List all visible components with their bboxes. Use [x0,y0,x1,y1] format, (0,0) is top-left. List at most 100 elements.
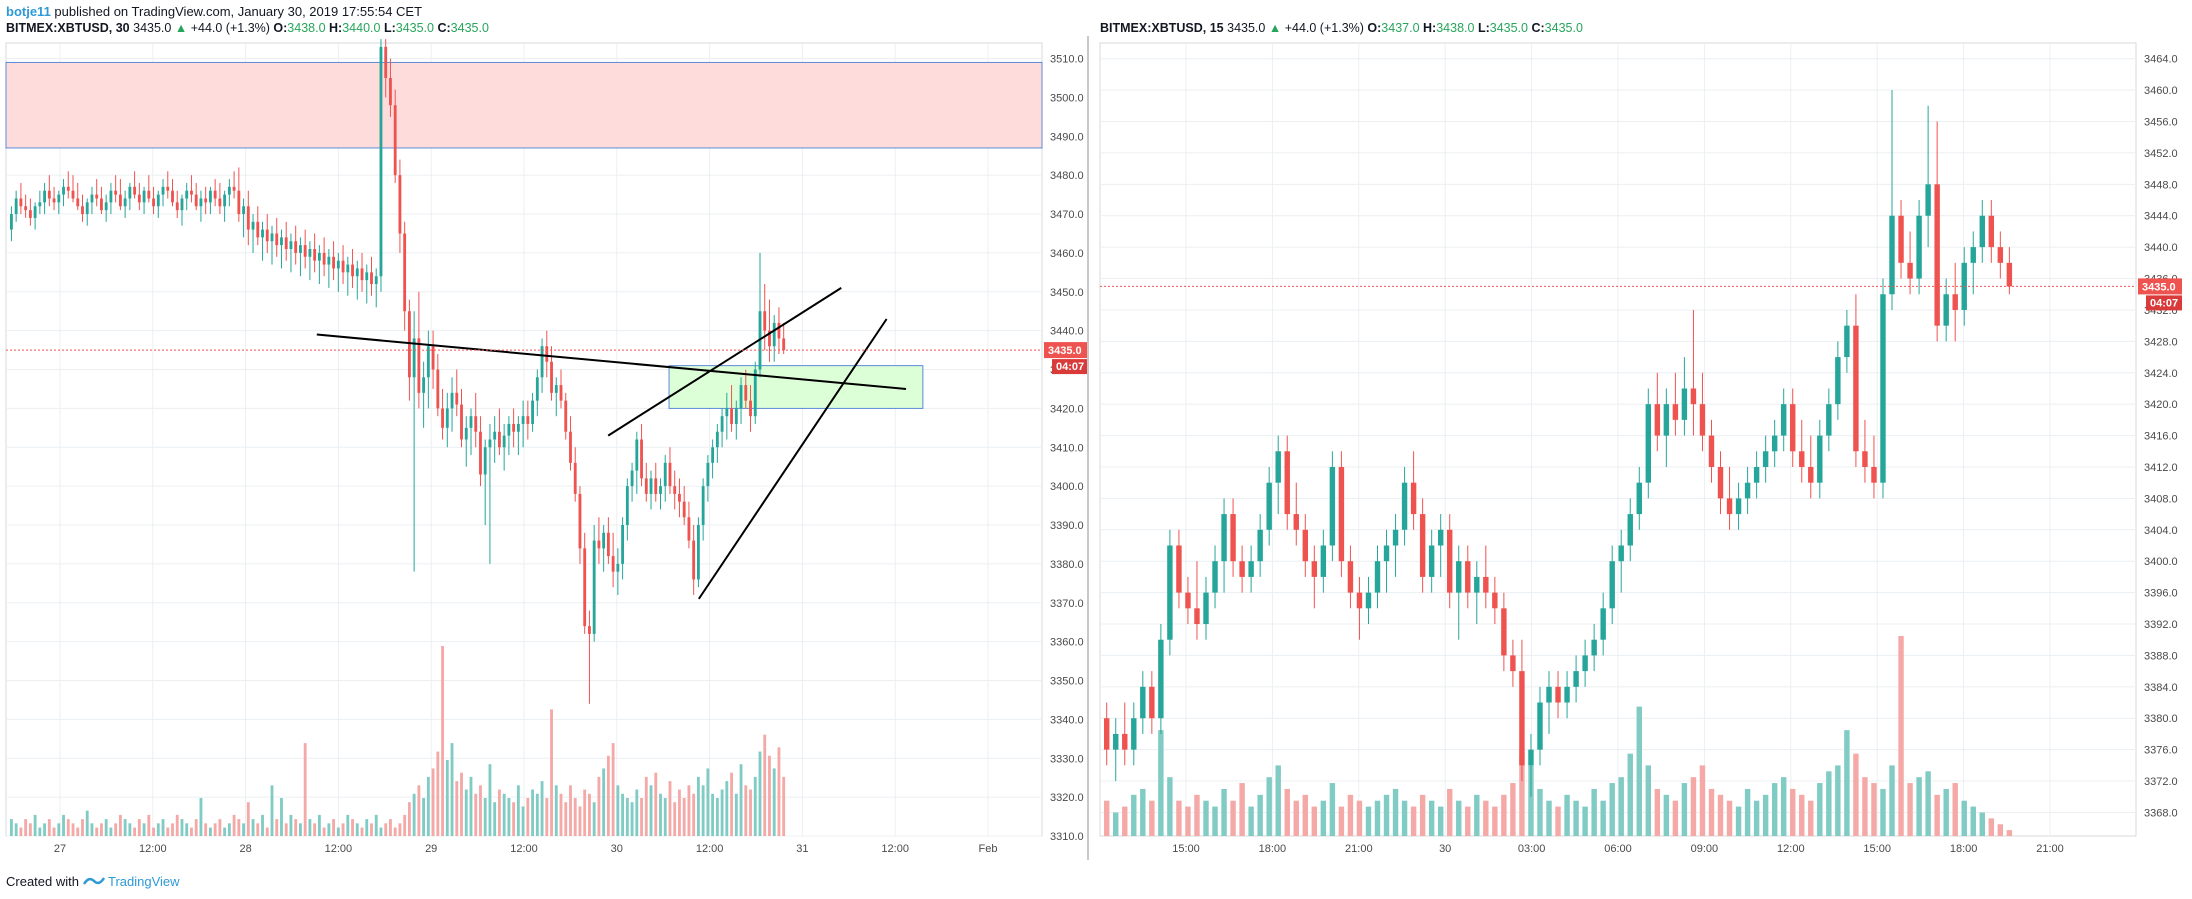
left-candle-body [516,423,520,432]
left-candle-body [715,431,719,448]
left-volume-bar [90,823,94,836]
right-candle-body [1871,466,1877,483]
right-volume-bar [1681,783,1688,836]
tradingview-logo-icon [82,875,105,887]
right-candle-body [1113,733,1119,750]
right-volume-bar [1663,794,1670,836]
left-y-tick-label: 3360.0 [1050,637,1084,649]
right-volume-bar [1392,788,1399,836]
right-volume-bar [1221,788,1227,836]
left-candle-body [678,493,681,502]
left-volume-bar [606,755,610,836]
right-candle-body [1654,404,1661,436]
right-candle-body [1456,561,1462,593]
right-volume-bar [1780,777,1787,836]
right-volume-bar [1889,765,1895,836]
right-volume-bar [1636,706,1642,836]
left-volume-bar [370,823,373,836]
right-open-label: O: [1367,21,1382,35]
left-candle-body [218,198,222,207]
left-volume-bar [412,793,416,836]
author-link[interactable]: botje11 [6,4,51,19]
tradingview-brand[interactable]: TradingView [108,874,180,889]
left-panel: 3310.0 3320.0 3330.0 3340.0 3350.0 3360.0 3370… [5,39,1088,855]
right-volume-bar [1609,783,1615,836]
left-volume-bar [625,798,629,836]
left-candle-body [137,194,141,203]
right-candle-body [1131,718,1137,750]
left-volume-bar [389,819,392,836]
right-volume-bar [1717,794,1724,836]
left-volume-bar [730,772,733,836]
left-candle-body [659,486,662,494]
left-resistance-zone [5,61,1043,149]
left-candle-body [588,626,591,634]
right-candle-body [1203,592,1209,625]
left-volume-bar [218,819,222,836]
right-candle-body [1266,482,1272,530]
right-y-tick-label: 3448.0 [2144,179,2178,191]
right-candle-body [1771,435,1778,452]
right-symbol[interactable]: BITMEX:XBTUSD, 15 [1100,21,1224,35]
right-y-tick-label: 3440.0 [2144,242,2178,254]
right-candle-body [1645,404,1652,483]
right-open-value: 3437.0 [1381,21,1420,35]
left-volume-bar [535,793,539,836]
left-candle-body [507,423,511,436]
left-volume-bar [431,768,435,836]
left-volume-bar [711,793,715,836]
right-candle-body [1862,451,1868,467]
right-candle-body [1690,388,1697,405]
right-candle-body [1591,639,1597,656]
left-candle-body [346,264,350,273]
left-price-tag [1044,342,1088,359]
right-volume-bar [1401,800,1408,836]
left-volume-bar [62,814,65,836]
left-x-tick-label: 12:00 [510,843,538,855]
left-volume-bar [493,802,497,836]
left-volume-bar [384,823,388,836]
left-volume-bar [592,802,596,836]
left-volume-bar [19,827,23,836]
right-candle-body [1735,498,1742,515]
right-volume-bar [1627,753,1633,836]
left-candle-body [426,346,430,378]
left-volume-bar [545,798,549,836]
right-y-tick-label: 3452.0 [2144,148,2178,160]
right-volume-bar [1365,806,1372,836]
left-symbol[interactable]: BITMEX:XBTUSD, 30 [6,21,130,35]
left-candle-body [317,252,321,261]
left-candle-body [147,190,151,199]
left-candle-body [303,245,307,257]
left-volume-bar [142,823,146,836]
right-candle-body [1293,514,1299,530]
left-volume-bar [526,798,530,836]
left-candle-body [412,338,416,378]
right-candle-body [1383,545,1390,562]
left-volume-bar [725,781,729,836]
left-high-value: 3440.0 [342,21,381,35]
left-candle-body [370,272,373,285]
right-volume-bar [1104,800,1110,836]
right-volume-bar [1374,800,1381,836]
left-volume-bar [763,734,767,836]
left-volume-bar [360,827,364,836]
right-candle-body [1167,545,1173,640]
left-candle-body [393,105,397,176]
right-candle-body [1465,561,1471,593]
publish-text: published on TradingView.com, January 30… [54,4,423,19]
right-x-tick-label: 06:00 [1604,843,1632,855]
right-volume-bar [1329,783,1336,836]
right-candle-body [1717,466,1724,499]
left-volume-bar [673,802,677,836]
left-candle-body [294,241,298,253]
right-x-tick-label: 21:00 [2036,843,2064,855]
left-candle-body [701,486,705,526]
left-volume-bar [180,819,184,836]
left-volume-bar [678,789,681,836]
right-volume-bar [1582,806,1588,836]
right-volume-bar [1474,794,1480,836]
left-volume-bar [734,793,738,836]
right-volume-bar [1762,794,1769,836]
